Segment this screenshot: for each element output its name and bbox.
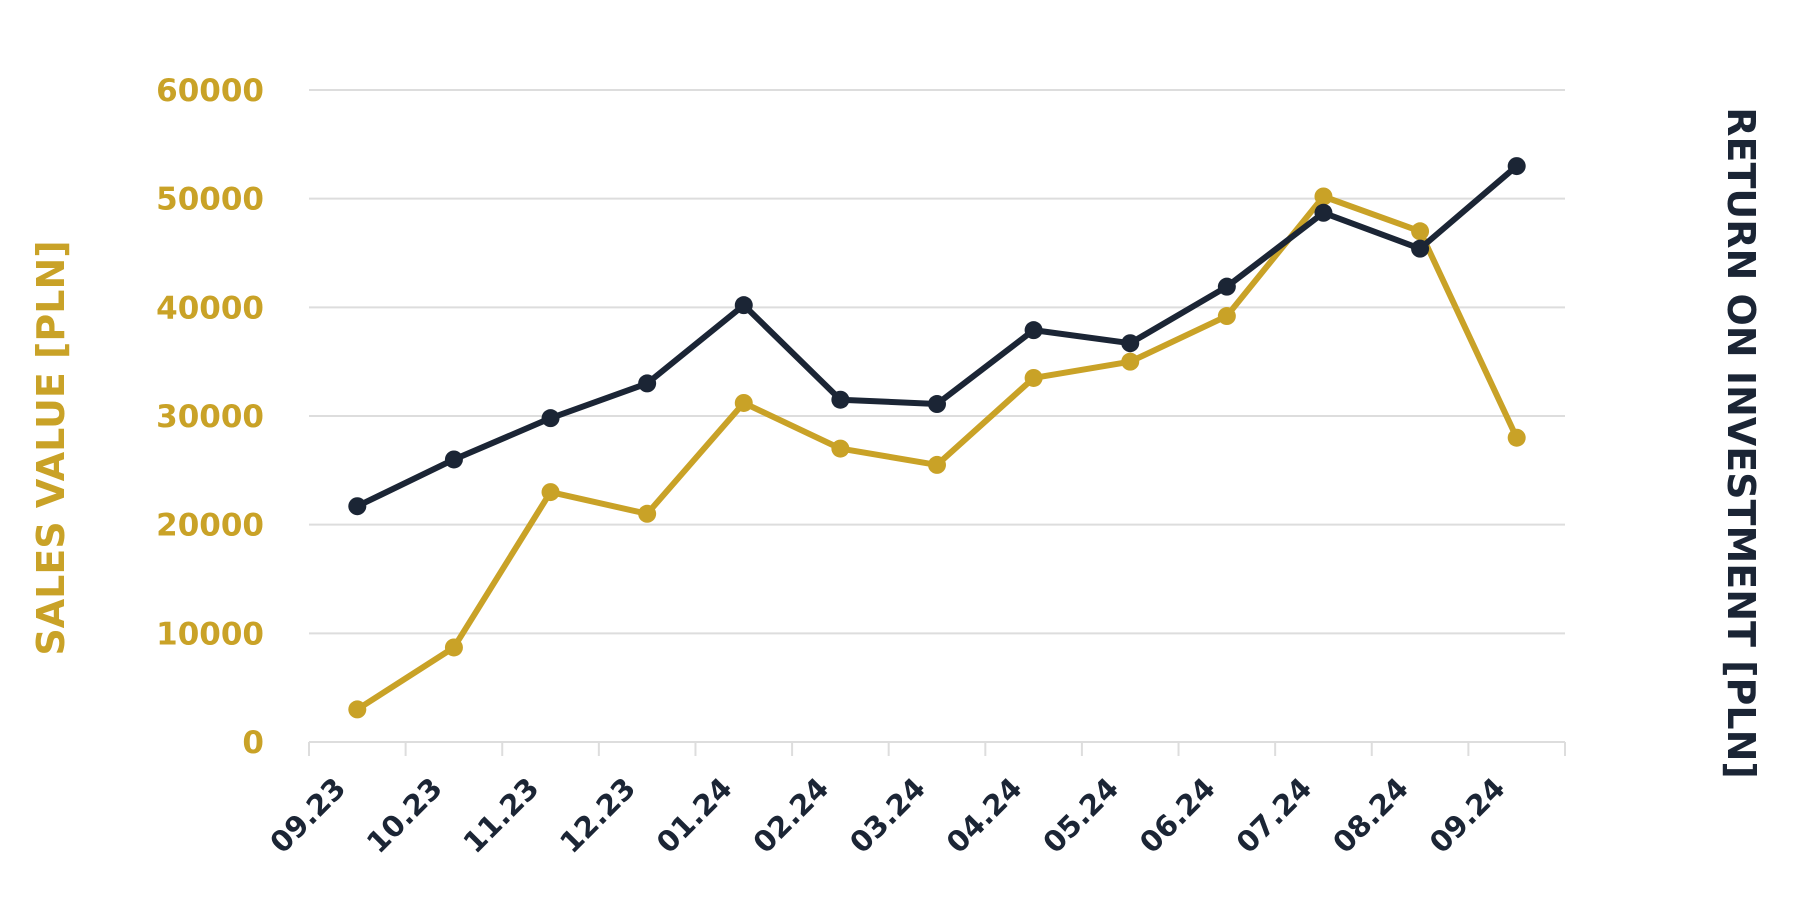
x-tick-label: 09.24 [1423, 771, 1512, 860]
y-axis-label-left: SALES VALUE [PLN] [29, 240, 73, 655]
data-point-sales [1121, 352, 1140, 371]
data-point-roi [1314, 203, 1333, 222]
data-point-sales [1507, 428, 1526, 447]
data-point-sales [1217, 307, 1236, 326]
data-point-sales [734, 393, 753, 412]
x-tick-label: 06.24 [1133, 771, 1222, 860]
y-axis-label-right: RETURN ON INVESTMENT [PLN] [1719, 107, 1763, 779]
y-tick-label: 10000 [156, 616, 264, 652]
data-point-roi [348, 497, 367, 516]
data-point-sales [831, 439, 850, 458]
data-point-sales [541, 483, 560, 502]
data-point-roi [928, 395, 946, 414]
data-point-roi [1024, 321, 1043, 340]
x-axis-ticks: 09.23 10.23 11.23 12.23 01.24 02.24 03.24 04.24… [263, 771, 1511, 860]
data-point-sales [1024, 368, 1043, 387]
data-point-sales [1411, 222, 1430, 241]
data-point-sales [444, 638, 463, 657]
x-tick-label: 05.24 [1036, 771, 1125, 860]
data-point-roi [1507, 157, 1526, 176]
x-tick-label: 10.23 [360, 771, 449, 860]
x-tick-label: 03.24 [843, 771, 932, 860]
y-axis-ticks: 0 10000 20000 30000 40000 50000 60000 [156, 73, 264, 761]
x-tick-label: 11.23 [457, 771, 546, 860]
data-point-sales [638, 504, 657, 523]
x-tick-label: 09.23 [263, 771, 352, 860]
y-tick-label: 60000 [156, 73, 264, 109]
data-point-roi [734, 296, 753, 315]
series-line-roi [354, 163, 1520, 510]
series-group [348, 157, 1526, 719]
data-point-roi [541, 409, 560, 428]
data-point-roi [1217, 277, 1236, 296]
data-point-sales [928, 455, 946, 474]
data-point-sales [1314, 187, 1333, 206]
y-tick-label: 20000 [156, 508, 264, 544]
x-tick-label: 07.24 [1230, 771, 1319, 860]
y-tick-label: 0 [242, 725, 264, 761]
x-tick-label: 02.24 [746, 771, 835, 860]
data-point-roi [831, 390, 850, 409]
data-point-roi [1121, 334, 1140, 353]
data-point-roi [1411, 239, 1430, 258]
x-axis [308, 741, 1566, 756]
data-point-roi [638, 374, 657, 393]
y-tick-label: 30000 [156, 399, 264, 435]
gridlines [309, 89, 1565, 635]
series-sales [348, 187, 1526, 719]
data-point-sales [348, 700, 367, 719]
y-tick-label: 50000 [156, 182, 264, 218]
x-tick-label: 08.24 [1326, 771, 1415, 860]
x-tick-label: 12.23 [553, 771, 642, 860]
series-roi [348, 157, 1526, 516]
x-tick-label: 01.24 [650, 771, 739, 860]
x-tick-label: 04.24 [940, 771, 1029, 860]
data-point-roi [444, 450, 463, 469]
y-tick-label: 40000 [156, 290, 264, 326]
